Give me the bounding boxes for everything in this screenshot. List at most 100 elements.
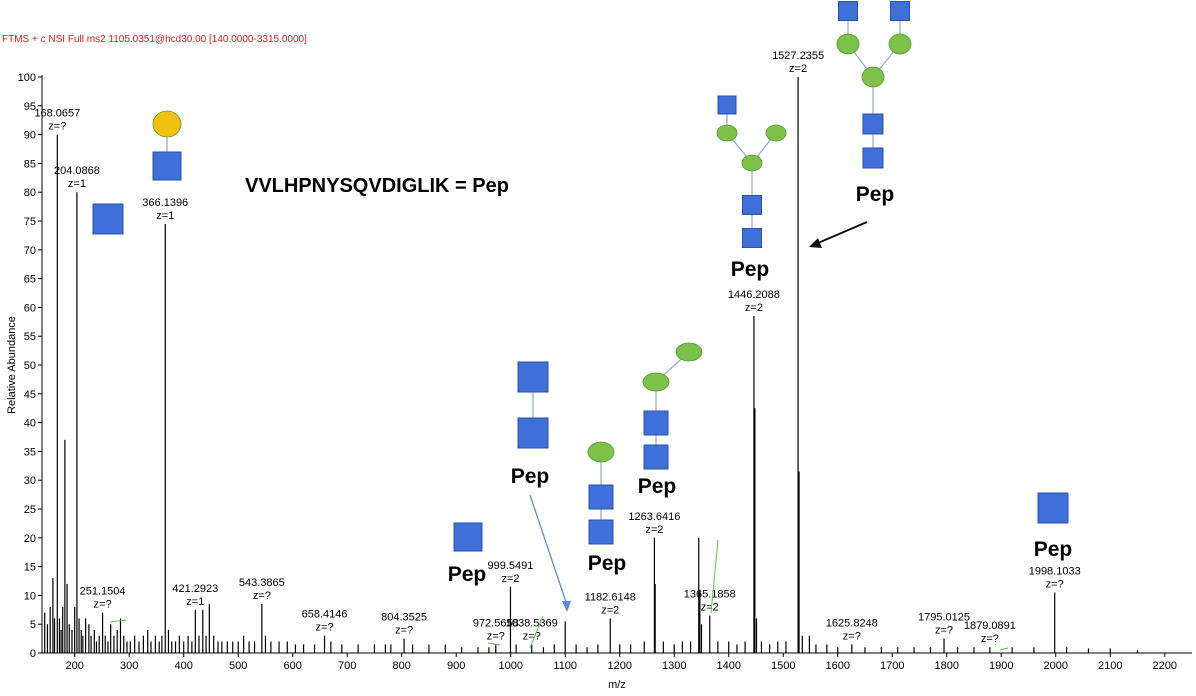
- x-tick-label: 2100: [1098, 660, 1122, 672]
- peak-mz-label: 804.3525: [381, 612, 427, 624]
- x-tick-label: 1900: [989, 660, 1013, 672]
- mannose-circle-icon: [716, 124, 738, 142]
- mannose-circle-icon: [675, 342, 703, 362]
- y-tick-label: 20: [24, 533, 36, 545]
- peak-charge-label: z=2: [601, 604, 619, 616]
- peak-charge-label: z=1: [186, 596, 204, 608]
- peak-charge-label: z=2: [745, 302, 763, 314]
- glcnac-square-icon: [742, 228, 762, 248]
- y-tick-label: 55: [24, 331, 36, 343]
- arrow-head-icon: [809, 238, 822, 248]
- x-tick-label: 1400: [716, 660, 740, 672]
- mannose-circle-icon: [861, 66, 885, 88]
- x-tick-label: 1200: [607, 660, 631, 672]
- peak-mz-label: 1446.2088: [728, 289, 780, 301]
- y-tick-label: 10: [24, 590, 36, 602]
- peak-charge-label: z=1: [68, 178, 86, 190]
- label-leader-line: [999, 647, 1009, 651]
- y-tick-label: 0: [30, 648, 36, 660]
- peak-mz-label: 204.0868: [54, 165, 100, 177]
- peak-charge-label: z=?: [843, 630, 861, 642]
- x-tick-label: 1500: [771, 660, 795, 672]
- peak-mz-label: 1038.5369: [506, 617, 558, 629]
- glcnac-square-icon: [838, 1, 858, 21]
- peak-charge-label: z=?: [981, 633, 999, 645]
- y-tick-label: 70: [24, 245, 36, 257]
- x-tick-label: 1600: [825, 660, 849, 672]
- peak-charge-label: z=2: [701, 602, 719, 614]
- peak-charge-label: z=?: [1046, 579, 1064, 591]
- glcnac-square-icon: [517, 417, 549, 449]
- x-tick-label: 2200: [1153, 660, 1177, 672]
- mannose-circle-icon: [765, 124, 787, 142]
- pep-label-1527: Pep: [856, 183, 895, 206]
- label-leader-line: [710, 539, 719, 614]
- peak-mz-label: 168.0657: [34, 108, 80, 120]
- pep-label-1182: Pep: [588, 552, 627, 575]
- glcnac-square-icon: [742, 195, 762, 215]
- peak-mz-label: 421.2923: [172, 583, 218, 595]
- x-tick-label: 1000: [498, 660, 522, 672]
- peak-mz-label: 658.4146: [302, 609, 348, 621]
- peak-charge-label: z=?: [523, 630, 541, 642]
- glcnac-square-icon: [1037, 492, 1069, 524]
- peak-charge-label: z=?: [253, 590, 271, 602]
- peak-mz-label: 1625.8248: [826, 617, 878, 629]
- y-tick-label: 90: [24, 130, 36, 142]
- arrow-line: [529, 494, 568, 606]
- glcnac-square-icon: [517, 361, 549, 393]
- glcnac-square-icon: [890, 1, 910, 21]
- y-tick-label: 60: [24, 302, 36, 314]
- x-tick-label: 1700: [880, 660, 904, 672]
- glcnac-square-icon: [588, 519, 614, 545]
- peak-charge-label: z=1: [156, 210, 174, 222]
- peak-charge-label: z=?: [487, 630, 505, 642]
- glcnac-square-icon: [717, 95, 737, 115]
- glcnac-square-icon: [588, 484, 614, 510]
- y-tick-label: 30: [24, 475, 36, 487]
- x-tick-label: 500: [229, 660, 247, 672]
- x-axis-label: m/z: [608, 679, 626, 691]
- pep-label-1446: Pep: [731, 258, 770, 281]
- peak-mz-label: 1527.2355: [772, 50, 824, 62]
- mannose-circle-icon: [587, 441, 615, 463]
- y-tick-label: 100: [18, 72, 36, 84]
- y-tick-label: 65: [24, 274, 36, 286]
- x-tick-label: 1300: [662, 660, 686, 672]
- glcnac-square-icon: [862, 147, 884, 169]
- y-tick-label: 80: [24, 187, 36, 199]
- y-tick-label: 95: [24, 101, 36, 113]
- pep-label-1100: Pep: [511, 465, 550, 488]
- label-leader-line: [487, 642, 501, 646]
- x-tick-label: 1100: [553, 660, 577, 672]
- peak-charge-label: z=?: [316, 622, 334, 634]
- peak-mz-label: 1182.6148: [585, 591, 636, 603]
- x-tick-label: 700: [338, 660, 356, 672]
- peak-mz-label: 1998.1033: [1029, 566, 1081, 578]
- sequence-label: VVLHPNYSQVDIGLIK = Pep: [245, 175, 509, 197]
- pep-label-1998: Pep: [1034, 538, 1073, 561]
- glcnac-square-icon: [92, 203, 124, 235]
- label-leader-line: [529, 615, 544, 649]
- y-tick-label: 85: [24, 158, 36, 170]
- y-tick-label: 15: [24, 562, 36, 574]
- y-tick-label: 25: [24, 504, 36, 516]
- label-leader-line: [109, 619, 127, 623]
- peak-mz-label: 366.1396: [142, 197, 188, 209]
- x-tick-label: 2000: [1044, 660, 1068, 672]
- glcnac-square-icon: [152, 151, 182, 181]
- pep-label-1263: Pep: [638, 475, 677, 498]
- peak-charge-label: z=?: [935, 625, 953, 637]
- mannose-circle-icon: [888, 33, 912, 55]
- y-tick-label: 5: [30, 619, 36, 631]
- peak-charge-label: z=?: [48, 121, 66, 133]
- mannose-circle-icon: [741, 154, 763, 172]
- peak-charge-label: z=2: [501, 573, 519, 585]
- mannose-circle-icon: [836, 33, 860, 55]
- x-tick-label: 800: [393, 660, 411, 672]
- glcnac-square-icon: [643, 410, 669, 436]
- glcnac-square-icon: [643, 444, 669, 470]
- galactose-circle-icon: [152, 110, 182, 138]
- peak-mz-label: 543.3865: [239, 577, 285, 589]
